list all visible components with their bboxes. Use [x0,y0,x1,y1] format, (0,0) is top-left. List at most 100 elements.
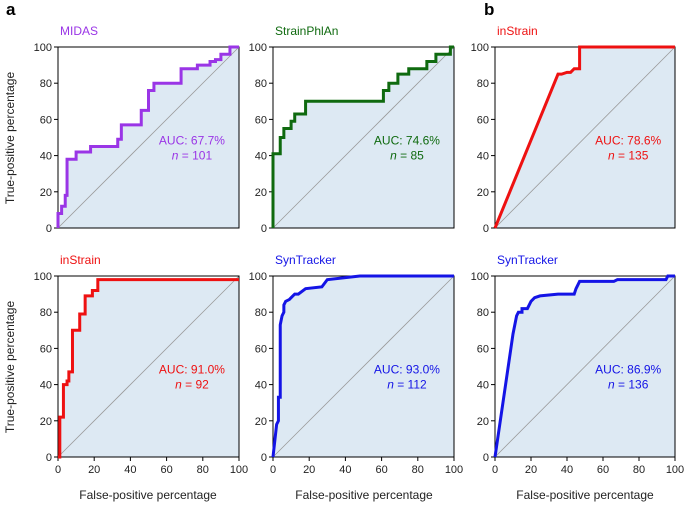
roc-panel-4-x-tick-label: 80 [197,464,209,476]
roc-panel-6-n-label: n = 136 [608,378,649,392]
roc-panel-3-n-symbol: n [608,149,615,163]
roc-panel-1-y-tick-label: 60 [40,114,52,126]
roc-panel-4-n-symbol: n [175,378,182,392]
roc-panel-3-y-tick-label: 80 [477,78,489,90]
roc-panel-5-x-tick-label: 100 [445,464,463,476]
roc-panel-2: 0 20 40 60 80 100 StrainPhlAn AUC: 74.6%n = 85 [249,24,455,235]
roc-panel-2-y-tick-label: 80 [255,78,267,90]
roc-panel-4-x-tick-label: 0 [55,464,61,476]
roc-panel-5-y-tick-label: 100 [249,271,267,283]
roc-panel-2-y-tick-label: 20 [255,187,267,199]
roc-panel-6: 00 20 20 40 40 60 60 80 80 100 100 SynTracker AUC: 8… [471,253,685,476]
roc-panel-6-n-value: = 136 [615,378,649,392]
panel-b-letter: b [484,0,494,19]
roc-panel-2-roc-curve [271,45,454,228]
roc-panel-4-x-tick-label: 100 [230,464,248,476]
roc-panel-5-title: SynTracker [275,253,336,267]
roc-panel-5-x-tick-label: 60 [375,464,387,476]
panel-a-letter: a [6,0,16,19]
roc-panel-2-y-tick-label: 0 [261,223,267,235]
roc-panel-5-n-symbol: n [387,378,394,392]
roc-panel-4-auc-area [58,279,239,457]
roc-panel-5: 00 20 20 40 40 60 60 80 80 100 100 SynTracker AUC: 9… [249,253,464,476]
roc-panel-1-auc-label: AUC: 67.7% [159,134,225,148]
roc-panel-1-y-tick-label: 40 [40,151,52,163]
roc-panel-2-n-value: = 85 [397,149,424,163]
roc-panel-5-y-tick-label: 20 [255,416,267,428]
roc-panel-3-y-tick-label: 100 [471,42,489,54]
roc-panel-1-y-tick-label: 0 [46,223,52,235]
roc-panel-5-y-tick-label: 80 [255,307,267,319]
roc-panel-5-auc-label: AUC: 93.0% [374,363,440,377]
roc-panel-2-title: StrainPhlAn [275,24,338,38]
roc-panel-6-chance-line [494,275,676,458]
roc-panel-4-chance-line [57,275,240,458]
roc-panel-3-y-tick-label: 60 [477,114,489,126]
roc-panel-1-y-tick-label: 80 [40,78,52,90]
roc-panel-6-title: SynTracker [497,253,558,267]
roc-panel-2-auc-label: AUC: 74.6% [374,134,440,148]
roc-panel-4-n-label: n = 92 [175,378,209,392]
roc-panel-6-x-tick-label: 100 [666,464,684,476]
roc-panel-4-y-tick-label: 20 [40,416,52,428]
roc-panel-4-y-tick-label: 40 [40,380,52,392]
roc-panel-2-n-symbol: n [390,149,397,163]
roc-panel-6-y-tick-label: 40 [477,380,489,392]
y-axis-label-bottom: True-positive percentage [3,301,17,434]
roc-panel-2-y-tick-label: 100 [249,42,267,54]
roc-panel-6-frame [494,275,676,458]
roc-panel-3-y-tick-label: 0 [483,223,489,235]
roc-panel-6-y-tick-label: 80 [477,307,489,319]
roc-panel-1-frame [57,46,240,229]
roc-panel-6-x-tick-label: 20 [525,464,537,476]
roc-panel-2-frame [272,46,455,229]
roc-panel-4: 00 20 20 40 40 60 60 80 80 100 100 inStrain AUC: 91.… [34,253,249,476]
y-axis-label-top: True-positive percentage [3,72,17,205]
roc-panel-3-title: inStrain [497,24,538,38]
roc-panel-4-roc-curve [58,278,239,459]
roc-panel-5-x-tick-label: 80 [412,464,424,476]
x-axis-label-col-1: False-positive percentage [79,488,217,502]
roc-panel-5-chance-line [272,275,455,458]
roc-panel-4-x-tick-label: 40 [124,464,136,476]
roc-panel-6-y-tick-label: 100 [471,271,489,283]
roc-panel-1-n-value: = 101 [178,149,212,163]
roc-panel-1-roc-curve [56,45,239,228]
roc-panel-2-y-tick-label: 40 [255,151,267,163]
roc-panel-3-n-value: = 135 [615,149,649,163]
roc-panel-1-n-label: n = 101 [172,149,213,163]
roc-panel-6-y-tick-label: 0 [483,452,489,464]
x-axis-label-col-3: False-positive percentage [516,488,654,502]
roc-panel-2-y-tick-label: 60 [255,114,267,126]
roc-panel-4-n-value: = 92 [182,378,209,392]
roc-panel-6-roc-curve [493,274,675,458]
roc-panel-3-auc-label: AUC: 78.6% [595,134,661,148]
roc-panel-6-auc-label: AUC: 86.9% [595,363,661,377]
roc-panel-1-title: MIDAS [60,24,98,38]
roc-panel-6-x-tick-label: 0 [492,464,498,476]
roc-panel-5-x-tick-label: 20 [303,464,315,476]
roc-panel-4-y-tick-label: 100 [34,271,52,283]
roc-panel-5-y-tick-label: 60 [255,343,267,355]
roc-panel-6-y-tick-label: 20 [477,416,489,428]
roc-panel-4-x-tick-label: 60 [160,464,172,476]
roc-panel-4-y-tick-label: 60 [40,343,52,355]
roc-panel-4-y-tick-label: 0 [46,452,52,464]
roc-panel-1: 0 20 40 60 80 100 MIDAS AUC: 67.7%n = 101 [34,24,240,235]
roc-panel-6-x-tick-label: 60 [597,464,609,476]
roc-panel-4-title: inStrain [60,253,101,267]
roc-panel-5-n-value: = 112 [394,378,427,392]
roc-panel-6-x-tick-label: 80 [633,464,645,476]
roc-panel-6-x-tick-label: 40 [561,464,573,476]
x-axis-label-col-2: False-positive percentage [295,488,433,502]
roc-panel-2-n-label: n = 85 [390,149,424,163]
roc-panel-3-n-label: n = 135 [608,149,649,163]
roc-panel-1-n-symbol: n [172,149,179,163]
roc-panel-4-frame [57,275,240,458]
roc-panel-5-x-tick-label: 40 [339,464,351,476]
roc-panel-5-y-tick-label: 40 [255,380,267,392]
roc-panel-4-auc-label: AUC: 91.0% [159,363,225,377]
roc-panel-4-y-tick-label: 80 [40,307,52,319]
